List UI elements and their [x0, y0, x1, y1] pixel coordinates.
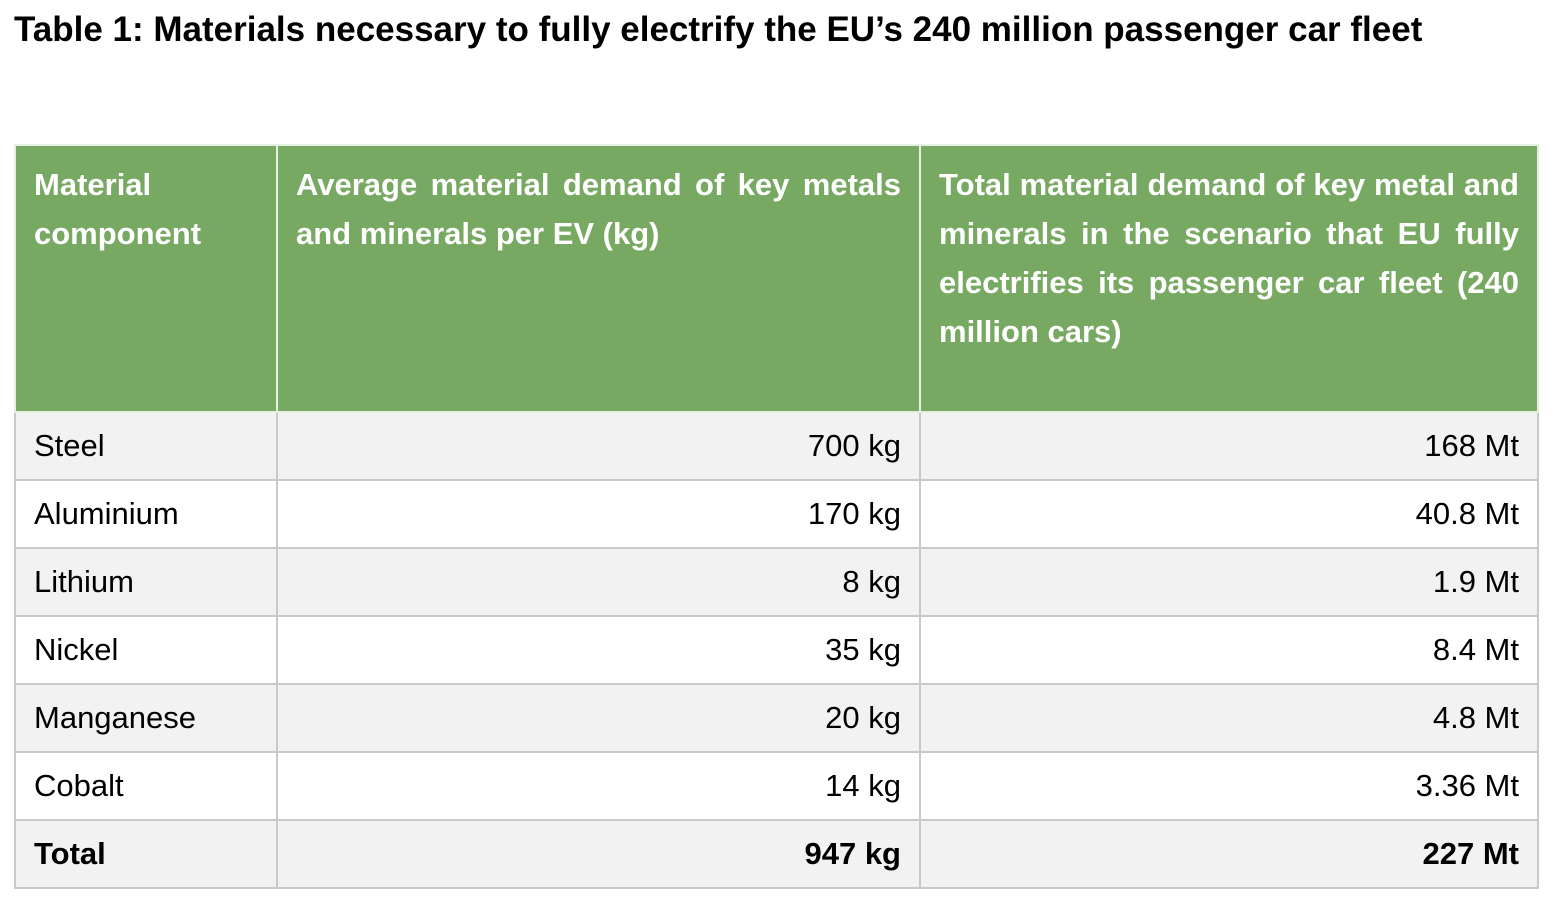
- total-row: Total 947 kg 227 Mt: [14, 819, 1539, 889]
- header-row: Material component Average material dema…: [14, 144, 1539, 413]
- per-ev-cell: 20 kg: [276, 683, 921, 753]
- table-row: Steel 700 kg 168 Mt: [14, 411, 1539, 481]
- material-cell: Lithium: [14, 547, 278, 617]
- table-row: Manganese 20 kg 4.8 Mt: [14, 683, 1539, 753]
- materials-table: Material component Average material dema…: [14, 144, 1539, 889]
- table-row: Aluminium 170 kg 40.8 Mt: [14, 479, 1539, 549]
- material-cell: Steel: [14, 411, 278, 481]
- table-row: Lithium 8 kg 1.9 Mt: [14, 547, 1539, 617]
- per-ev-cell: 8 kg: [276, 547, 921, 617]
- header-material-component: Material component: [14, 144, 278, 413]
- per-ev-cell: 170 kg: [276, 479, 921, 549]
- table-row: Cobalt 14 kg 3.36 Mt: [14, 751, 1539, 821]
- material-cell: Cobalt: [14, 751, 278, 821]
- table-caption: Table 1: Materials necessary to fully el…: [14, 10, 1423, 49]
- total-per-ev-cell: 947 kg: [276, 819, 921, 889]
- per-ev-cell: 14 kg: [276, 751, 921, 821]
- total-demand-cell: 8.4 Mt: [919, 615, 1539, 685]
- header-demand-per-ev: Average material demand of key metals an…: [276, 144, 921, 413]
- per-ev-cell: 35 kg: [276, 615, 921, 685]
- total-demand-cell: 40.8 Mt: [919, 479, 1539, 549]
- per-ev-cell: 700 kg: [276, 411, 921, 481]
- material-cell: Aluminium: [14, 479, 278, 549]
- total-demand-cell: 1.9 Mt: [919, 547, 1539, 617]
- total-demand-sum-cell: 227 Mt: [919, 819, 1539, 889]
- total-demand-cell: 3.36 Mt: [919, 751, 1539, 821]
- table-row: Nickel 35 kg 8.4 Mt: [14, 615, 1539, 685]
- material-cell: Manganese: [14, 683, 278, 753]
- total-demand-cell: 168 Mt: [919, 411, 1539, 481]
- material-cell: Nickel: [14, 615, 278, 685]
- total-demand-cell: 4.8 Mt: [919, 683, 1539, 753]
- header-total-demand: Total material demand of key metal and m…: [919, 144, 1539, 413]
- total-label-cell: Total: [14, 819, 278, 889]
